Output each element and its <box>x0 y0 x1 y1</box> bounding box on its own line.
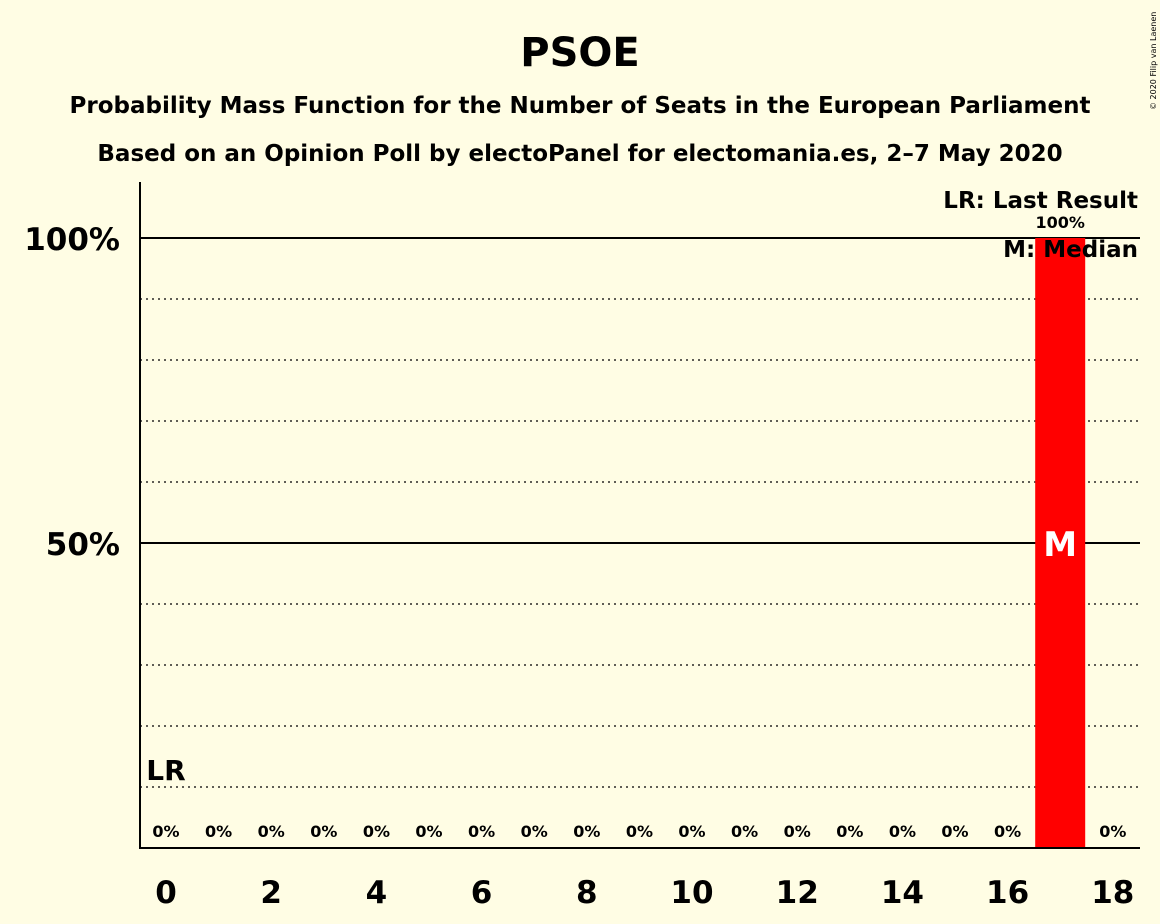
bar-value-label: 0% <box>363 822 390 841</box>
bar-value-label: 0% <box>784 822 811 841</box>
bar-value-label: 0% <box>994 822 1021 841</box>
last-result-marker: LR <box>146 754 185 787</box>
bar-value-label: 0% <box>836 822 863 841</box>
bar-value-label: 0% <box>1099 822 1126 841</box>
y-tick-labels: 50% 100% <box>24 222 120 563</box>
y-tick-label: 100% <box>24 222 120 258</box>
legend-median: M: Median <box>1003 237 1138 263</box>
x-tick-label: 14 <box>881 875 924 911</box>
copyright-note: © 2020 Filip van Laenen <box>1149 12 1158 110</box>
x-tick-label: 10 <box>670 875 713 911</box>
x-tick-label: 8 <box>576 875 598 911</box>
x-tick-labels: 0 2 4 6 8 10 12 14 16 18 <box>155 875 1134 911</box>
bar-value-label: 0% <box>415 822 442 841</box>
x-tick-label: 0 <box>155 875 177 911</box>
bar-seat-17 <box>1035 238 1086 848</box>
chart-subtitle-2: Based on an Opinion Poll by electoPanel … <box>97 141 1062 167</box>
bar-value-label: 0% <box>152 822 179 841</box>
median-marker: M <box>1043 525 1077 565</box>
x-tick-label: 6 <box>471 875 493 911</box>
x-tick-label: 16 <box>986 875 1029 911</box>
bar-value-label: 0% <box>258 822 285 841</box>
bar-value-label: 0% <box>626 822 653 841</box>
chart-subtitle-1: Probability Mass Function for the Number… <box>70 93 1091 119</box>
bar-value-label: 0% <box>731 822 758 841</box>
bar-value-label: 0% <box>205 822 232 841</box>
bar-value-label: 0% <box>310 822 337 841</box>
grid-lines <box>140 237 1140 788</box>
y-tick-label: 50% <box>46 527 120 563</box>
bar-value-label: 0% <box>889 822 916 841</box>
bars <box>1035 238 1086 848</box>
bar-value-label: 0% <box>678 822 705 841</box>
bar-value-label: 0% <box>573 822 600 841</box>
x-tick-label: 12 <box>776 875 819 911</box>
value-labels: 0% 0% 0% 0% 0% 0% 0% 0% 0% 0% 0% 0% 0% 0% 0% 0% 0% 100% 0% <box>152 213 1126 841</box>
bar-value-label: 100% <box>1035 213 1084 232</box>
legend-last-result: LR: Last Result <box>943 188 1138 214</box>
bar-value-label: 0% <box>941 822 968 841</box>
chart-title: PSOE <box>520 30 639 76</box>
x-tick-label: 2 <box>260 875 282 911</box>
x-tick-label: 18 <box>1091 875 1134 911</box>
bar-value-label: 0% <box>521 822 548 841</box>
x-tick-label: 4 <box>366 875 388 911</box>
bar-value-label: 0% <box>468 822 495 841</box>
